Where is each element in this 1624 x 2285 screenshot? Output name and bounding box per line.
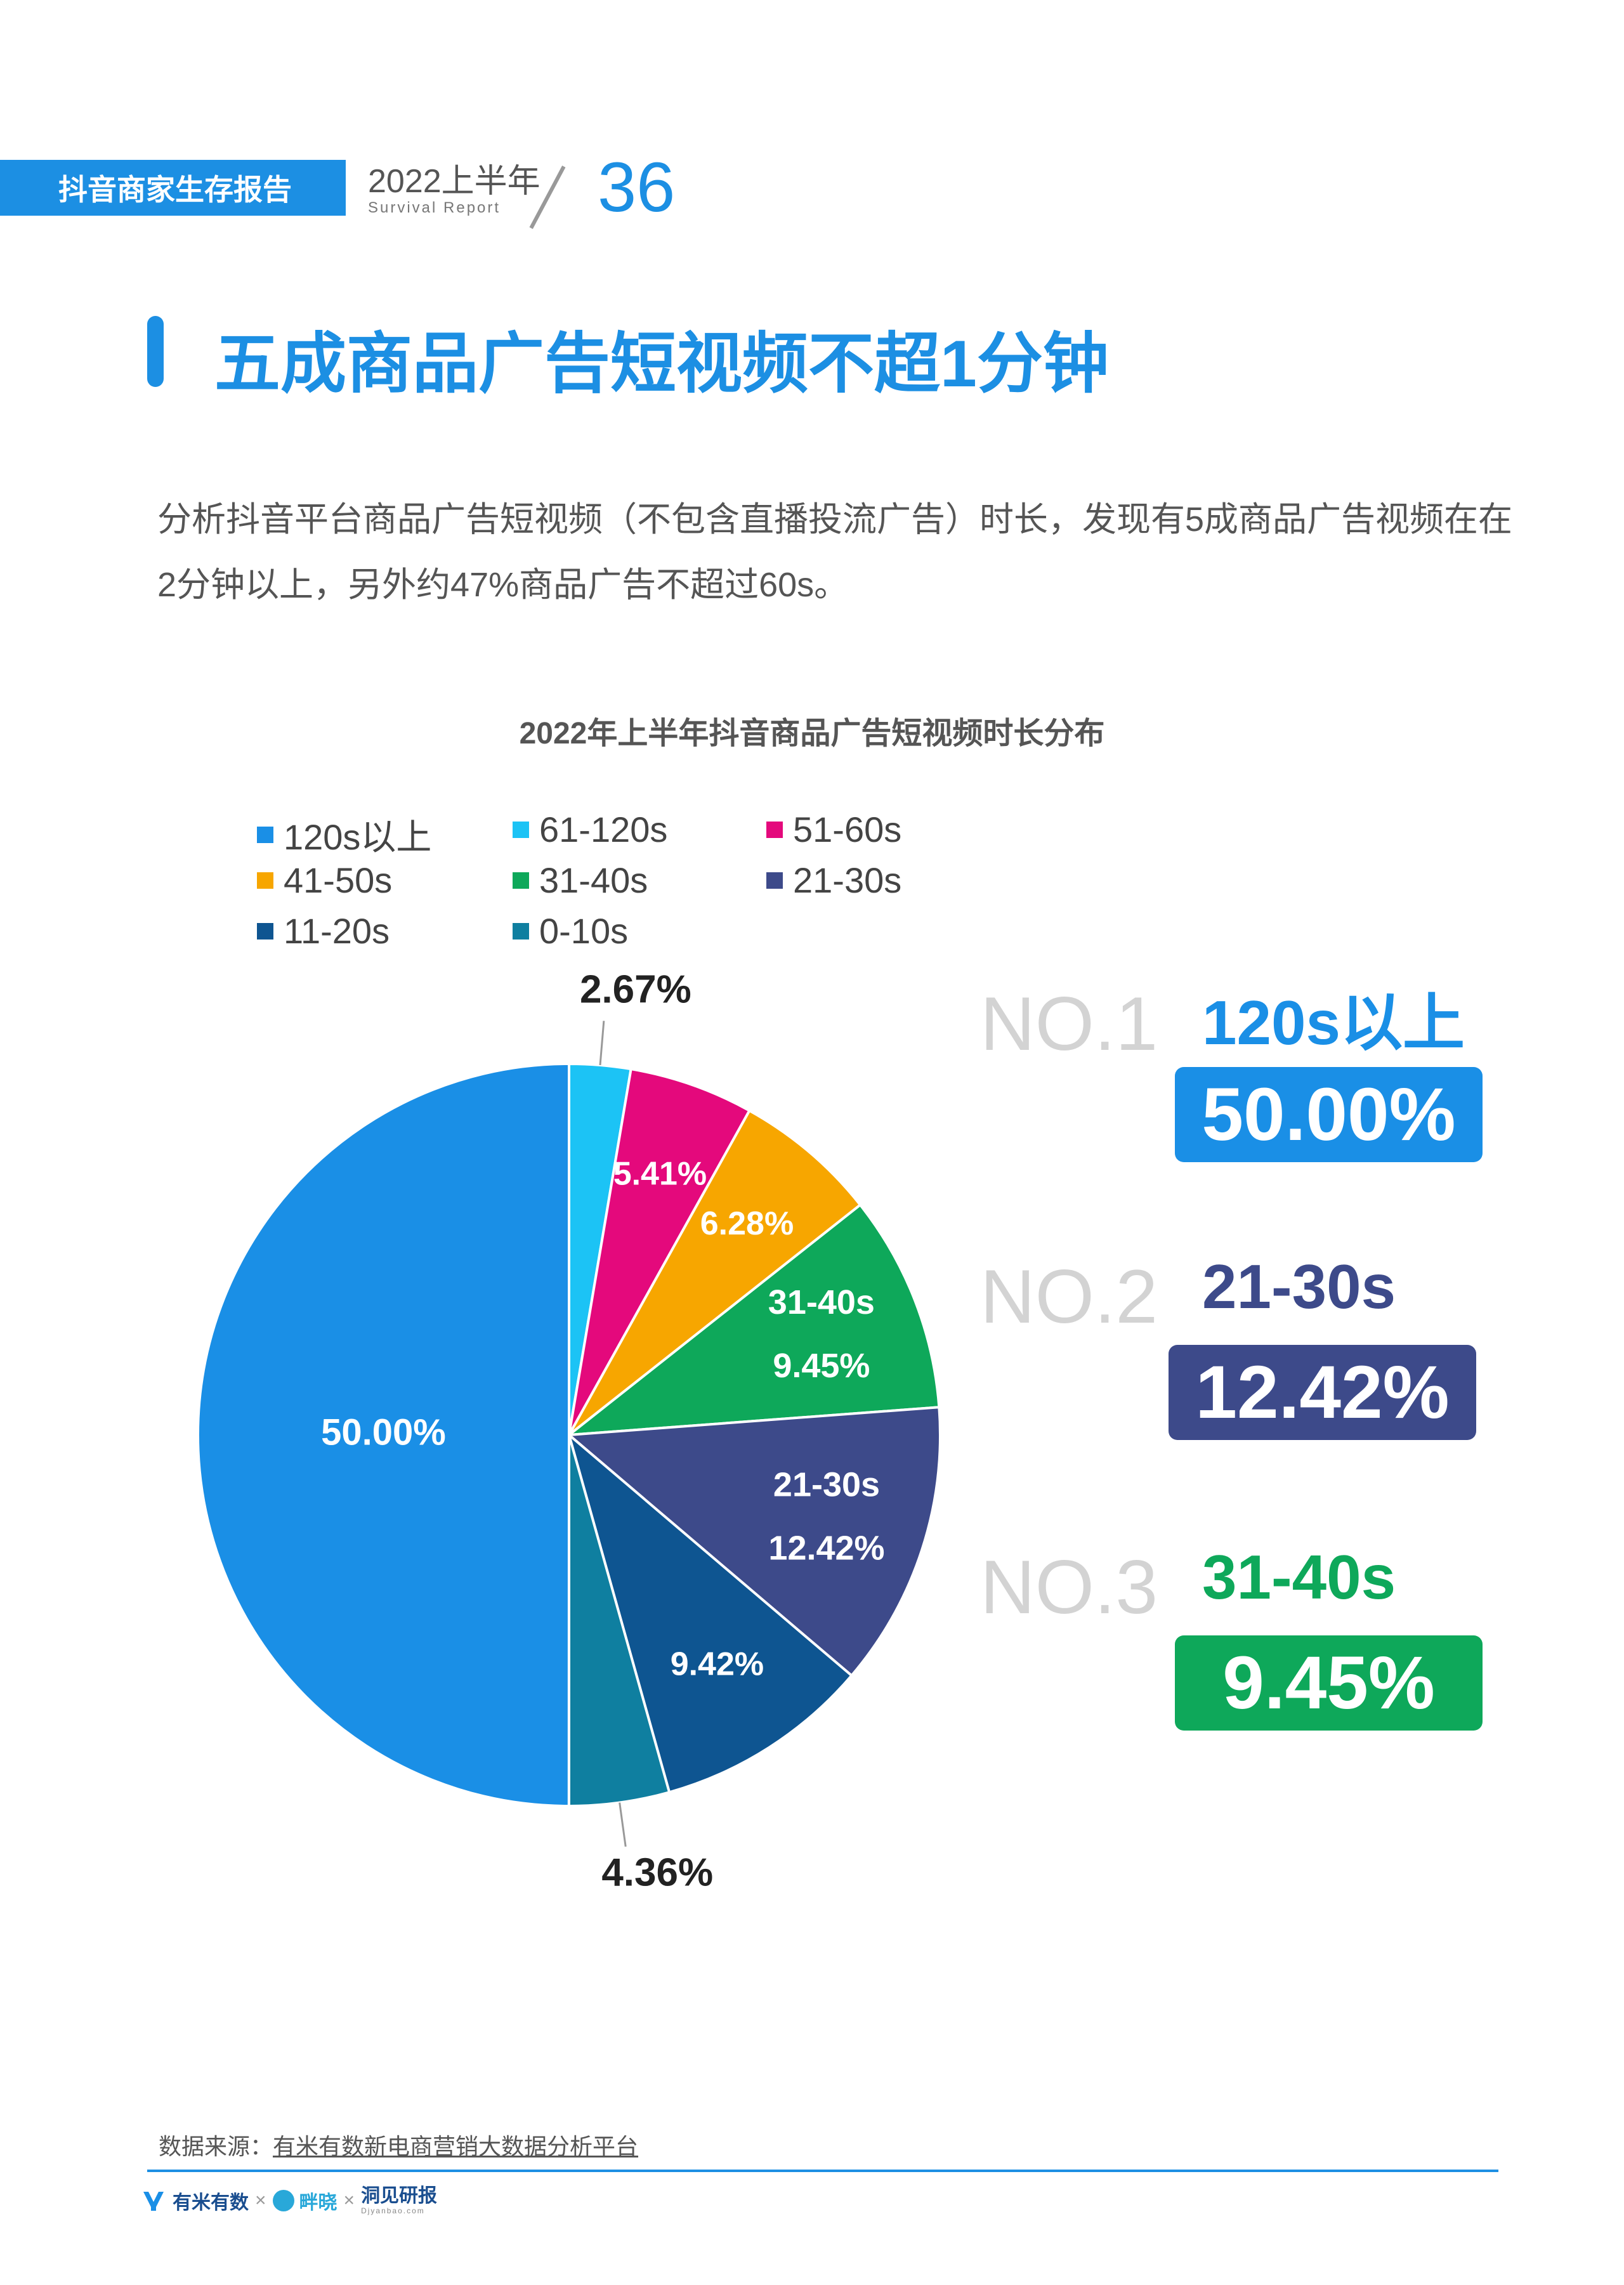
legend-swatch: [257, 826, 273, 843]
rank-name: 31-40s: [1202, 1542, 1396, 1612]
legend-label: 21-30s: [793, 860, 902, 900]
data-label: 50.00%: [321, 1411, 446, 1453]
legend-label: 51-60s: [793, 809, 902, 849]
legend-label: 11-20s: [284, 911, 390, 951]
intro-paragraph: 分析抖音平台商品广告短视频（不包含直播投流广告）时长，发现有5成商品广告视频在在…: [157, 501, 1513, 604]
rank-value: 50.00%: [1175, 1067, 1483, 1162]
footer-logos: 有米有数 × 畔晓 × 洞见研报 Djyanbao.com: [141, 2186, 437, 2215]
pie-slice: [565, 1203, 941, 1437]
data-label: 4.36%: [601, 1850, 713, 1894]
pie-slice: [568, 1067, 752, 1436]
legend-label: 0-10s: [539, 911, 629, 951]
source-link[interactable]: 有米有数新电商营销大数据分析平台: [273, 2133, 639, 2159]
legend-item: 0-10s: [513, 910, 628, 952]
legend-swatch: [766, 872, 783, 889]
logo-youmi: 有米有数: [173, 2192, 249, 2213]
legend-label: 41-50s: [284, 860, 393, 900]
legend-swatch: [257, 922, 273, 940]
report-year: 2022上半年: [368, 163, 540, 200]
page-title: 五成商品广告短视频不超1分钟: [214, 327, 1109, 401]
logo-djyanbao-text: 洞见研报: [361, 2185, 438, 2206]
data-label: 6.28%: [700, 1205, 794, 1242]
legend-item: 21-30s: [766, 860, 901, 901]
logo-separator: ×: [255, 2190, 266, 2211]
legend-item: 11-20s: [257, 910, 390, 952]
chart-title: 2022年上半年抖音商品广告短视频时长分布: [519, 717, 1105, 750]
footer-divider: [147, 2170, 1498, 2172]
report-tag: 抖音商家生存报告: [0, 160, 346, 216]
pie-slice: [196, 1062, 570, 1808]
legend-label: 61-120s: [539, 809, 668, 849]
source-label: 数据来源：: [159, 2133, 273, 2159]
legend-item: 61-120s: [513, 809, 667, 850]
leader-line: [619, 1802, 627, 1847]
legend-swatch: [766, 821, 783, 838]
rank-no: NO.1: [980, 981, 1158, 1066]
legend-swatch: [513, 872, 529, 889]
data-label: 5.41%: [613, 1155, 707, 1192]
data-label: 31-40s: [768, 1283, 875, 1321]
rank-value: 9.45%: [1175, 1635, 1483, 1731]
data-label: 21-30s: [773, 1466, 880, 1504]
legend-swatch: [513, 821, 529, 838]
leader-line: [599, 1021, 605, 1066]
page-number: 36: [598, 148, 676, 226]
legend-swatch: [513, 922, 529, 940]
pie-slice: [566, 1406, 941, 1678]
data-label: 9.42%: [671, 1646, 764, 1682]
logo-djyanbao-domain: Djyanbao.com: [361, 2206, 425, 2215]
report-subtitle: Survival Report: [368, 199, 501, 216]
youmi-logo-icon: [143, 2192, 164, 2211]
panxiao-logo-icon: [272, 2190, 294, 2211]
legend-item: 120s以上: [257, 809, 431, 860]
logo-panxiao: 畔晓: [299, 2192, 337, 2213]
rank-no: NO.3: [980, 1545, 1158, 1630]
rank-no: NO.2: [980, 1254, 1158, 1339]
pie-slice: [568, 1109, 862, 1436]
rank-name: 120s以上: [1202, 988, 1465, 1057]
logo-djyanbao: 洞见研报 Djyanbao.com: [361, 2185, 438, 2216]
data-source: 数据来源：有米有数新电商营销大数据分析平台: [159, 2128, 638, 2161]
data-label: 9.45%: [773, 1347, 870, 1385]
legend-label: 31-40s: [539, 860, 648, 900]
legend-item: 51-60s: [766, 809, 901, 850]
title-accent-bar: [147, 316, 164, 387]
legend-item: 31-40s: [513, 860, 648, 901]
legend-label: 120s以上: [284, 817, 432, 857]
rank-value: 12.42%: [1169, 1345, 1476, 1440]
logo-separator: ×: [343, 2190, 355, 2211]
data-label: 12.42%: [768, 1529, 884, 1568]
pie-slice: [566, 1431, 854, 1794]
legend-swatch: [257, 872, 273, 889]
legend-item: 41-50s: [257, 860, 392, 901]
data-label: 2.67%: [580, 968, 691, 1012]
rank-name: 21-30s: [1202, 1252, 1396, 1321]
